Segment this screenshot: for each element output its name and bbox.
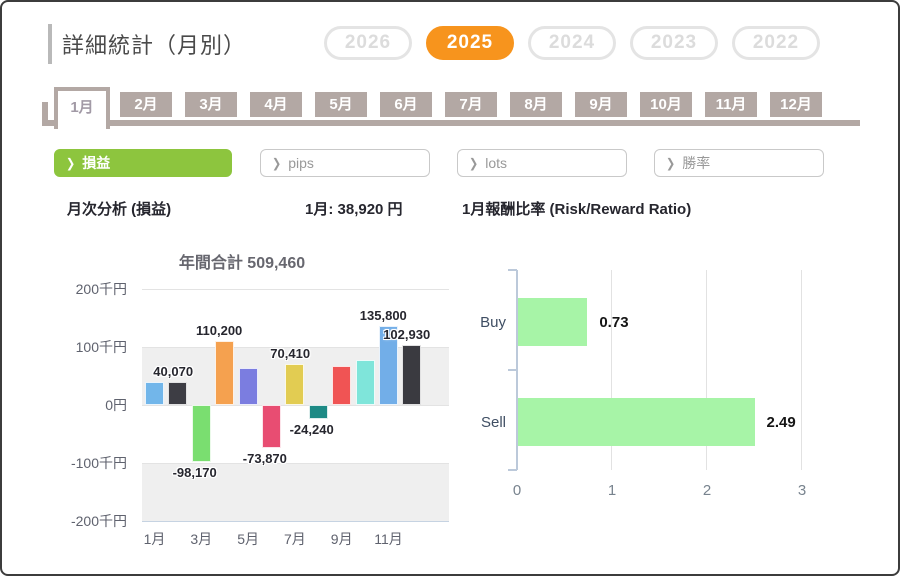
bar-value-label: -24,240 bbox=[289, 422, 334, 438]
gridline bbox=[142, 347, 449, 348]
month-tab-4月[interactable]: 4月 bbox=[250, 92, 302, 117]
bar-6月[interactable] bbox=[262, 405, 281, 448]
risk-reward-heading: 1月報酬比率 (Risk/Reward Ratio) bbox=[462, 201, 692, 218]
month-tab-5月[interactable]: 5月 bbox=[315, 92, 367, 117]
rr-gridline bbox=[611, 270, 612, 470]
rr-axis-line bbox=[516, 270, 518, 470]
month-tab-3月[interactable]: 3月 bbox=[185, 92, 237, 117]
bar-11月[interactable] bbox=[379, 326, 398, 405]
metric-button-pips[interactable]: ❯ pips bbox=[260, 149, 430, 177]
metric-button-label: 勝率 bbox=[682, 155, 711, 171]
month-tab-row: 2月 3月 4月 5月 6月 7月 8月 9月 10月 11月 12月 bbox=[120, 92, 822, 117]
rr-gridline bbox=[801, 270, 802, 470]
tab-bar-baseline bbox=[42, 120, 860, 126]
bar-12月[interactable] bbox=[402, 345, 422, 405]
selected-month-value: 1月: 38,920 円 bbox=[305, 201, 403, 218]
bar-value-label: -98,170 bbox=[172, 464, 217, 480]
chevron-right-icon: ❯ bbox=[666, 156, 676, 171]
rr-x-tick-label: 2 bbox=[702, 482, 712, 499]
monthly-profit-chart: 年間合計 509,460 40,070 -98,170 110,200 -73,870… bbox=[42, 240, 472, 560]
y-tick-label: 200千円 bbox=[75, 281, 127, 297]
x-tick-label: 11月 bbox=[374, 531, 403, 547]
month-tab-7月[interactable]: 7月 bbox=[445, 92, 497, 117]
rr-x-tick-label: 1 bbox=[607, 482, 617, 499]
rr-category-label: Sell bbox=[480, 413, 506, 431]
y-tick-label: -200千円 bbox=[70, 513, 127, 529]
bar-value-label: -73,870 bbox=[242, 450, 287, 466]
year-switcher: 2026 2025 2024 2023 2022 bbox=[324, 26, 820, 60]
bar-value-label: 70,410 bbox=[270, 346, 311, 362]
gridline bbox=[142, 463, 449, 464]
month-tab-10月[interactable]: 10月 bbox=[640, 92, 692, 117]
bar-5月[interactable] bbox=[238, 368, 258, 405]
metric-button-損益[interactable]: ❯ 損益 bbox=[54, 149, 232, 177]
month-tab-8月[interactable]: 8月 bbox=[510, 92, 562, 117]
metric-button-label: 損益 bbox=[82, 155, 111, 171]
bar-3月[interactable] bbox=[191, 405, 211, 462]
y-tick-label: -100千円 bbox=[70, 455, 127, 471]
rr-axis-tick bbox=[508, 269, 517, 271]
y-tick-label: 100千円 bbox=[75, 339, 127, 355]
month-tab-11月[interactable]: 11月 bbox=[705, 92, 757, 117]
metric-button-勝率[interactable]: ❯ 勝率 bbox=[654, 149, 824, 177]
page-title: 詳細統計（月別） bbox=[62, 33, 247, 58]
bar-7月[interactable] bbox=[285, 364, 305, 405]
y-tick-label: 0円 bbox=[105, 397, 127, 413]
x-tick-label: 3月 bbox=[190, 531, 213, 547]
bar-value-label: 102,930 bbox=[383, 327, 431, 343]
month-tab-9月[interactable]: 9月 bbox=[575, 92, 627, 117]
annual-total-label: 年間合計 509,460 bbox=[178, 255, 306, 272]
month-tab-1月[interactable]: 1月 bbox=[54, 87, 110, 129]
bar-value-label: 135,800 bbox=[359, 308, 407, 324]
chevron-right-icon: ❯ bbox=[66, 156, 76, 171]
rr-category-label: Buy bbox=[480, 313, 506, 331]
bar-value-label: 110,200 bbox=[196, 323, 243, 339]
x-tick-label: 9月 bbox=[330, 531, 353, 547]
bar-10月[interactable] bbox=[355, 359, 375, 405]
metric-button-label: pips bbox=[288, 155, 314, 171]
bar-value-label: 40,070 bbox=[153, 363, 194, 379]
risk-reward-chart: Buy 0.73 Sell 2.49 0 1 2 3 bbox=[452, 240, 882, 560]
chevron-right-icon: ❯ bbox=[469, 156, 479, 171]
bar-1月[interactable] bbox=[145, 382, 164, 405]
monthly-analysis-heading: 月次分析 (損益) bbox=[67, 201, 172, 218]
tab-bar-hook bbox=[42, 102, 48, 126]
year-tab-2024[interactable]: 2024 bbox=[528, 26, 616, 60]
x-tick-label: 1月 bbox=[143, 531, 166, 547]
monthly-chart-plot: 40,070 -98,170 110,200 -73,870 70,410 -24,240… bbox=[142, 289, 449, 547]
chevron-right-icon: ❯ bbox=[272, 156, 282, 171]
month-tab-bar: 2月 3月 4月 5月 6月 7月 8月 9月 10月 11月 12月 1月 bbox=[42, 87, 862, 132]
gridline bbox=[142, 405, 449, 406]
x-tick-label: 5月 bbox=[237, 531, 259, 547]
rr-value-label: 2.49 bbox=[766, 413, 796, 431]
rr-x-tick-label: 0 bbox=[512, 482, 522, 499]
gridline bbox=[142, 521, 449, 522]
month-tab-2月[interactable]: 2月 bbox=[120, 92, 172, 117]
month-tab-6月[interactable]: 6月 bbox=[380, 92, 432, 117]
year-tab-2026[interactable]: 2026 bbox=[324, 26, 412, 60]
year-tab-2025[interactable]: 2025 bbox=[426, 26, 514, 60]
chart-band bbox=[142, 463, 449, 521]
bar-9月[interactable] bbox=[332, 366, 352, 405]
year-tab-2022[interactable]: 2022 bbox=[732, 26, 820, 60]
rr-bar-buy[interactable] bbox=[518, 298, 588, 346]
gridline bbox=[142, 289, 449, 290]
metric-button-label: lots bbox=[485, 155, 508, 171]
rr-gridline bbox=[706, 270, 707, 470]
bar-4月[interactable] bbox=[215, 341, 235, 405]
month-tab-12月[interactable]: 12月 bbox=[770, 92, 822, 117]
rr-axis-tick bbox=[508, 469, 517, 471]
rr-value-label: 0.73 bbox=[599, 313, 629, 331]
x-tick-label: 7月 bbox=[283, 531, 306, 547]
bar-2月[interactable] bbox=[168, 381, 188, 405]
metric-button-lots[interactable]: ❯ lots bbox=[457, 149, 627, 177]
rr-x-tick-label: 3 bbox=[797, 482, 807, 499]
rr-axis-tick bbox=[508, 369, 517, 371]
title-accent-bar bbox=[48, 24, 52, 64]
year-tab-2023[interactable]: 2023 bbox=[630, 26, 718, 60]
rr-bar-sell[interactable] bbox=[518, 398, 755, 446]
bar-8月[interactable] bbox=[308, 405, 328, 420]
